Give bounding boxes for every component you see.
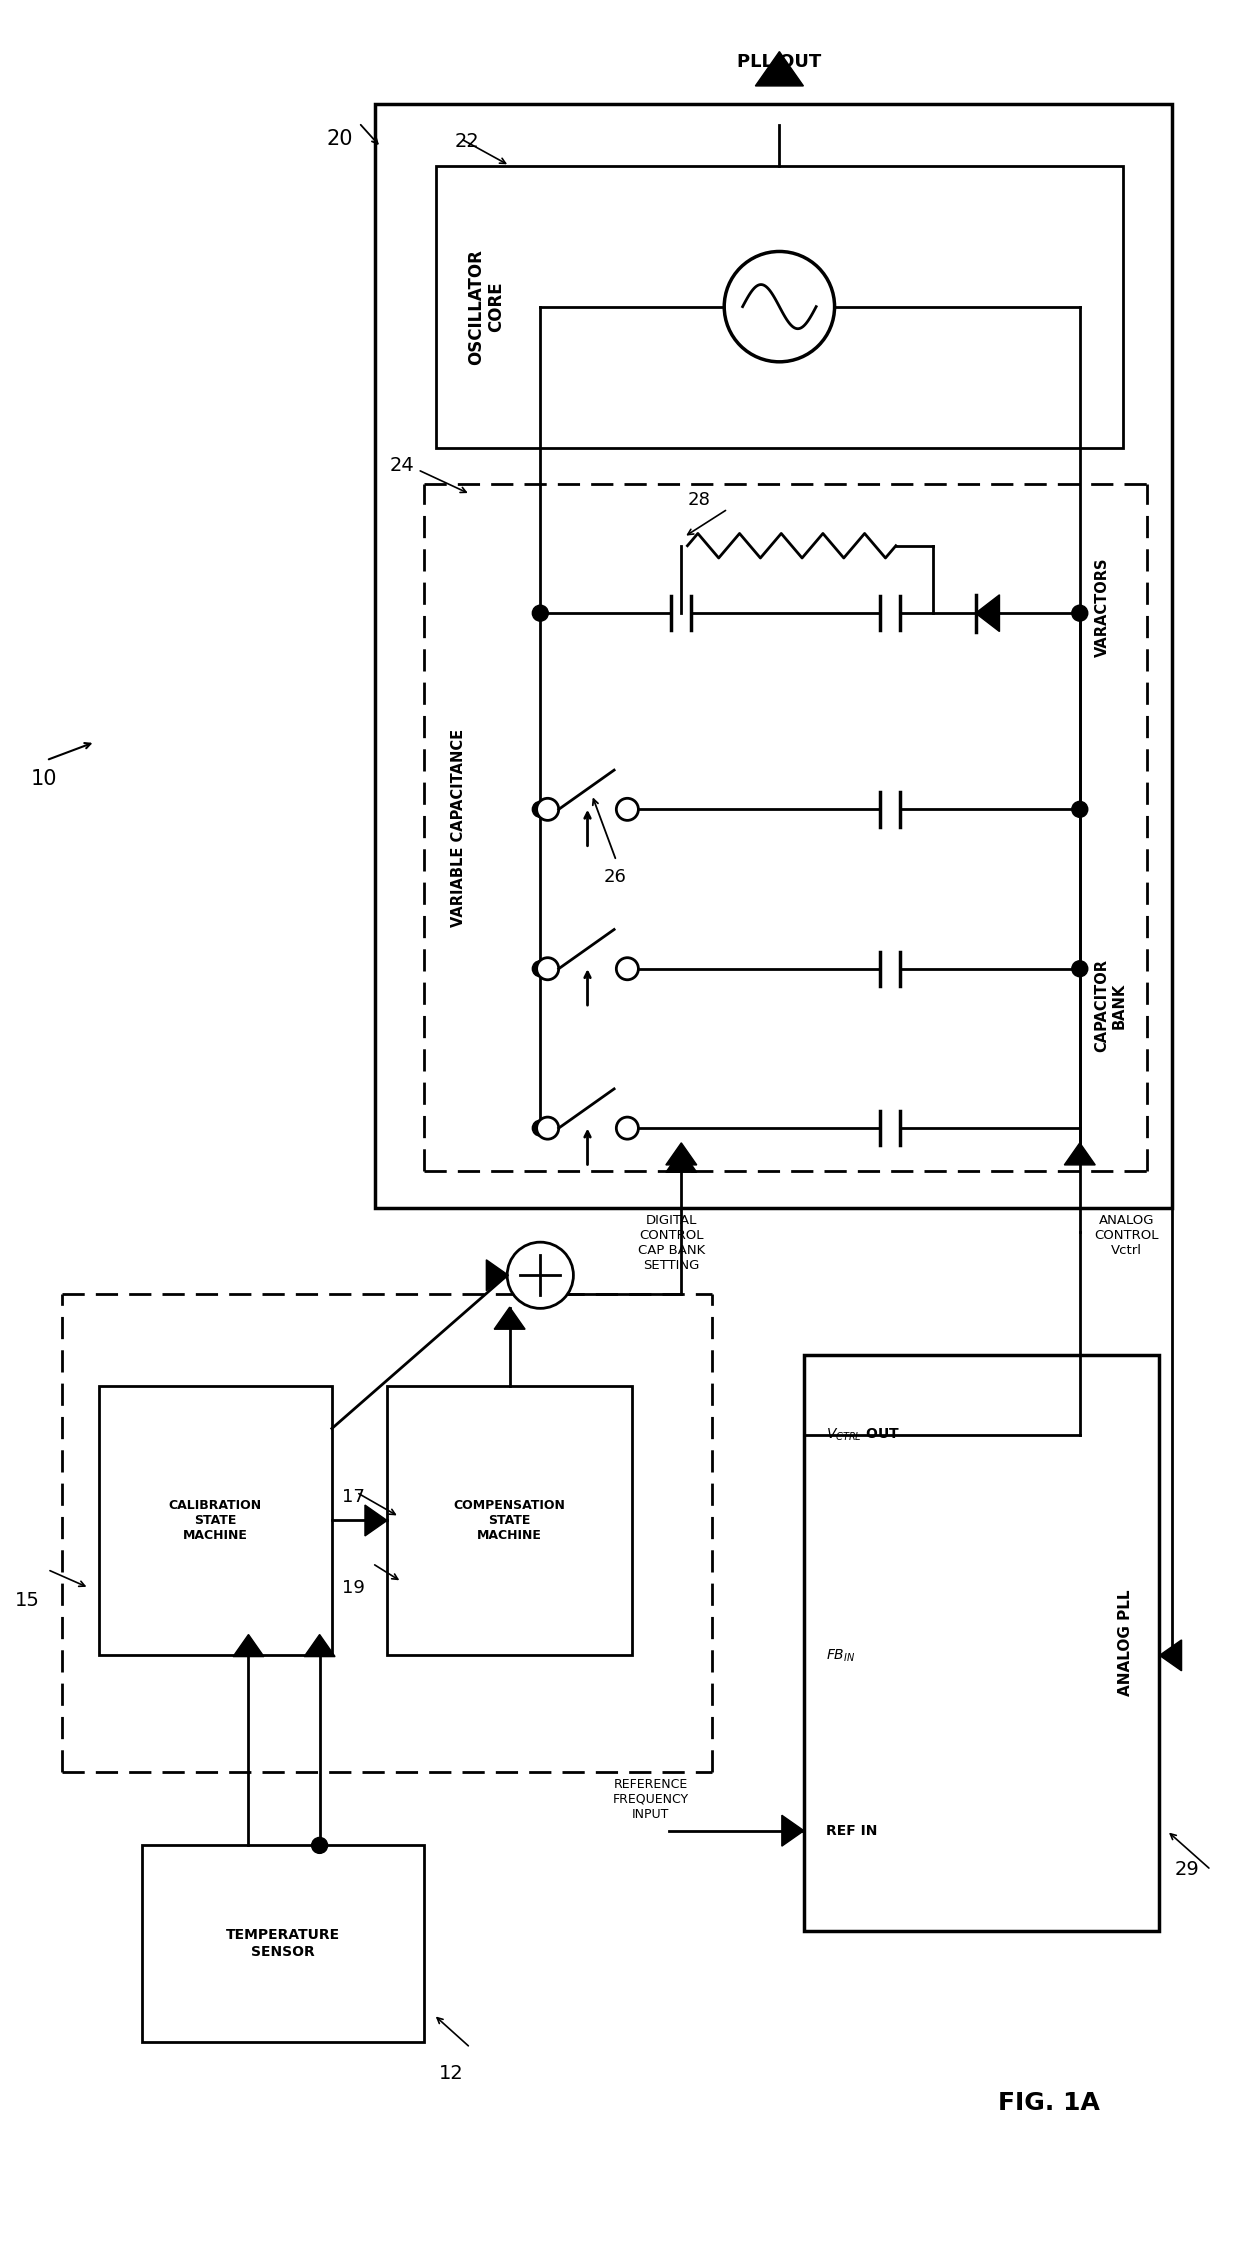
Text: DIGITAL
CONTROL
CAP BANK
SETTING: DIGITAL CONTROL CAP BANK SETTING: [637, 1214, 706, 1272]
Circle shape: [532, 606, 548, 622]
Polygon shape: [304, 1634, 335, 1656]
Circle shape: [311, 1838, 327, 1854]
Text: TEMPERATURE
SENSOR: TEMPERATURE SENSOR: [226, 1928, 340, 1959]
Text: 28: 28: [687, 491, 711, 509]
Text: 10: 10: [31, 770, 57, 788]
Text: 26: 26: [604, 868, 627, 886]
Circle shape: [724, 251, 835, 361]
Polygon shape: [976, 595, 999, 631]
Circle shape: [507, 1243, 573, 1308]
Circle shape: [537, 958, 559, 981]
Polygon shape: [1159, 1640, 1182, 1672]
Text: COMPENSATION
STATE
MACHINE: COMPENSATION STATE MACHINE: [454, 1499, 565, 1542]
Circle shape: [1071, 801, 1087, 817]
Bar: [804, 1355, 1159, 1932]
Circle shape: [1071, 606, 1087, 622]
Text: $FB_{IN}$: $FB_{IN}$: [826, 1647, 856, 1663]
Circle shape: [537, 799, 559, 821]
Circle shape: [537, 1118, 559, 1140]
Circle shape: [532, 960, 548, 976]
Polygon shape: [233, 1634, 264, 1656]
Text: VARACTORS: VARACTORS: [1095, 557, 1110, 657]
Text: 15: 15: [15, 1591, 40, 1609]
Text: 24: 24: [389, 456, 414, 476]
Bar: [387, 1385, 632, 1656]
Text: REF IN: REF IN: [826, 1824, 878, 1838]
Bar: [374, 103, 1172, 1207]
Text: 20: 20: [326, 128, 352, 148]
Text: CAPACITOR
BANK: CAPACITOR BANK: [1095, 958, 1127, 1052]
Circle shape: [532, 1120, 548, 1135]
Circle shape: [532, 801, 548, 817]
Text: 12: 12: [439, 2064, 464, 2082]
Bar: [141, 1845, 424, 2042]
Polygon shape: [1064, 1142, 1095, 1165]
Polygon shape: [486, 1259, 508, 1290]
Circle shape: [616, 799, 639, 821]
Circle shape: [616, 1118, 639, 1140]
Polygon shape: [666, 1142, 697, 1165]
Text: ANALOG
CONTROL
Vctrl: ANALOG CONTROL Vctrl: [1095, 1214, 1159, 1257]
Text: 22: 22: [455, 132, 479, 150]
Text: FIG. 1A: FIG. 1A: [998, 2091, 1100, 2114]
Text: OSCILLATOR
CORE: OSCILLATOR CORE: [466, 249, 506, 364]
Circle shape: [1071, 960, 1087, 976]
Text: ANALOG PLL: ANALOG PLL: [1117, 1589, 1132, 1696]
Text: VARIABLE CAPACITANCE: VARIABLE CAPACITANCE: [451, 729, 466, 927]
Text: $V_{CTRL}$ OUT: $V_{CTRL}$ OUT: [826, 1427, 900, 1443]
Polygon shape: [365, 1506, 387, 1535]
Text: CALIBRATION
STATE
MACHINE: CALIBRATION STATE MACHINE: [169, 1499, 262, 1542]
Polygon shape: [666, 1151, 697, 1171]
Polygon shape: [782, 1815, 804, 1847]
Bar: [99, 1385, 332, 1656]
Polygon shape: [755, 52, 804, 85]
Polygon shape: [495, 1308, 525, 1328]
Text: 29: 29: [1174, 1860, 1199, 1880]
Bar: [436, 166, 1122, 447]
Text: REFERENCE
FREQUENCY
INPUT: REFERENCE FREQUENCY INPUT: [613, 1777, 688, 1820]
Text: 17: 17: [342, 1488, 365, 1506]
Text: 19: 19: [342, 1580, 365, 1598]
Circle shape: [616, 958, 639, 981]
Text: PLL OUT: PLL OUT: [738, 54, 822, 72]
